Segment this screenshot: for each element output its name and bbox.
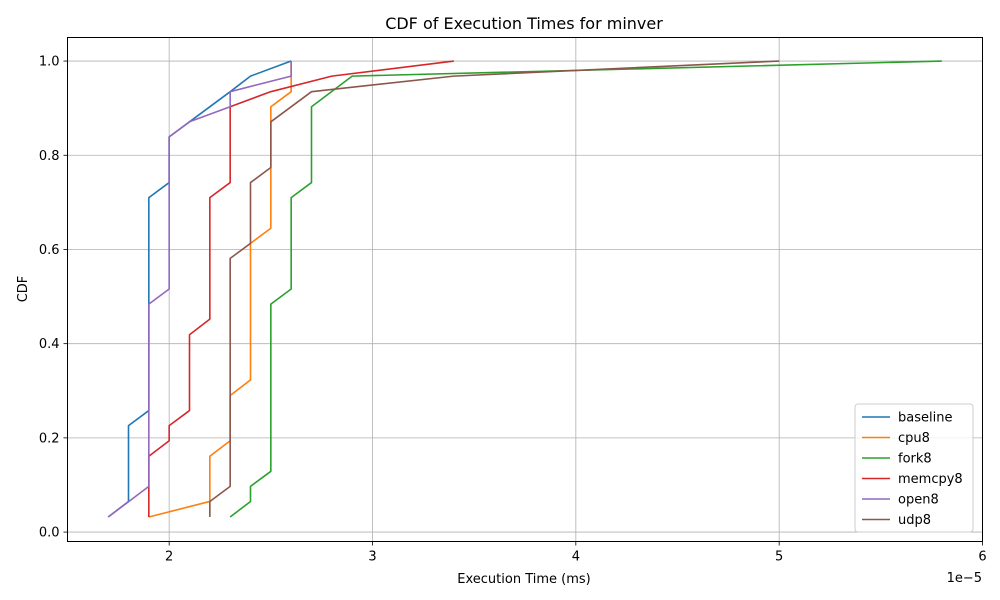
legend-label-udp8: udp8 (898, 513, 931, 528)
y-tick-label: 0.6 (39, 243, 60, 258)
x-axis-label: Execution Time (ms) (457, 572, 590, 587)
grid (67, 37, 983, 542)
legend-label-memcpy8: memcpy8 (898, 472, 963, 487)
y-tick-label: 0.4 (39, 337, 60, 352)
series-line-open8 (107, 61, 292, 518)
series-line-fork8 (229, 60, 942, 518)
legend-label-cpu8: cpu8 (898, 431, 930, 446)
series-line-memcpy8 (148, 60, 454, 518)
legend-box (854, 403, 974, 533)
x-axis-ticks: 2 3 4 5 6 (165, 541, 987, 565)
y-tick-label: 1.0 (39, 55, 60, 70)
x-axis-offset-label: 1e−5 (947, 571, 982, 586)
y-tick-label: 0.0 (39, 526, 60, 541)
y-tick-label: 0.2 (39, 431, 60, 446)
x-tick-label: 5 (775, 550, 783, 565)
series-line-udp8 (209, 60, 780, 518)
legend-label-baseline: baseline (898, 411, 952, 426)
series-line-cpu8 (148, 61, 292, 518)
y-tick-label: 0.8 (39, 149, 60, 164)
y-axis-label: CDF (16, 276, 31, 303)
legend-label-open8: open8 (898, 493, 939, 508)
legend-label-fork8: fork8 (898, 452, 932, 467)
x-tick-label: 3 (368, 550, 376, 565)
x-tick-label: 6 (978, 550, 986, 565)
y-axis-ticks: 0.0 0.2 0.4 0.6 0.8 1.0 (39, 55, 68, 541)
x-tick-label: 2 (165, 550, 173, 565)
chart-title: CDF of Execution Times for minver (385, 14, 663, 33)
x-tick-label: 4 (572, 550, 580, 565)
series-lines (107, 60, 942, 518)
series-line-baseline (107, 60, 292, 518)
plot-frame (67, 37, 983, 542)
legend: baseline cpu8 fork8 memcpy8 open8 udp8 (854, 403, 974, 533)
